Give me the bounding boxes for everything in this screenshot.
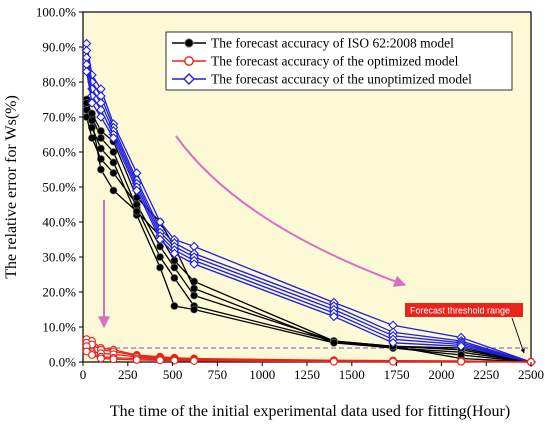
data-point-unoptimized bbox=[131, 185, 142, 196]
data-point-iso bbox=[109, 169, 118, 177]
data-point-iso bbox=[97, 127, 105, 135]
y-tick-label: 40.0% bbox=[42, 215, 76, 230]
data-point-optimized bbox=[329, 357, 338, 366]
y-axis-title: The relative error for Ws(%) bbox=[3, 95, 20, 279]
x-tick-label: 1250 bbox=[294, 367, 320, 382]
data-point-unoptimized bbox=[96, 112, 106, 122]
y-tick-label: 90.0% bbox=[42, 40, 76, 55]
data-point-iso bbox=[109, 186, 118, 195]
legend-item-unoptimized: The forecast accuracy of the unoptimized… bbox=[172, 72, 472, 87]
data-point-unoptimized bbox=[189, 259, 199, 269]
trend-arrow-curve bbox=[175, 135, 407, 287]
data-point-iso bbox=[190, 284, 199, 293]
data-point-iso bbox=[109, 148, 118, 156]
legend-item-iso: The forecast accuracy of ISO 62:2008 mod… bbox=[172, 36, 454, 51]
series-optimized bbox=[82, 335, 535, 366]
data-point-iso bbox=[109, 158, 118, 167]
data-point-iso bbox=[97, 165, 105, 174]
legend: The forecast accuracy of ISO 62:2008 mod… bbox=[165, 31, 513, 91]
data-point-iso bbox=[97, 134, 105, 142]
data-point-unoptimized bbox=[81, 66, 92, 77]
x-tick-label: 750 bbox=[208, 367, 228, 382]
data-point-unoptimized bbox=[456, 341, 466, 352]
data-point-unoptimized bbox=[329, 311, 339, 322]
x-axis: 0 250 500 750 1000 1250 1500 1750 2000 2250 2500 bbox=[80, 362, 544, 382]
x-axis-title: The time of the initial experimental dat… bbox=[110, 403, 510, 420]
series-layer bbox=[81, 38, 536, 367]
threshold-annotation-box bbox=[405, 303, 523, 317]
y-tick-label: 30.0% bbox=[42, 250, 76, 265]
data-point-optimized bbox=[190, 357, 199, 365]
data-point-unoptimized bbox=[155, 234, 165, 245]
legend-marker-optimized bbox=[184, 56, 194, 66]
x-tick-label: 500 bbox=[163, 367, 183, 382]
data-point-unoptimized bbox=[108, 133, 119, 143]
legend-label-optimized: The forecast accuracy of the optimized m… bbox=[211, 54, 459, 69]
y-tick-label: 50.0% bbox=[42, 180, 76, 195]
legend-label-unoptimized: The forecast accuracy of the unoptimized… bbox=[211, 72, 472, 87]
y-tick-label: 70.0% bbox=[42, 110, 76, 125]
legend-marker-unoptimized bbox=[183, 73, 195, 85]
series-iso bbox=[82, 95, 535, 366]
y-tick-label: 0.0% bbox=[49, 355, 76, 370]
data-point-iso bbox=[190, 305, 199, 314]
data-point-unoptimized bbox=[87, 98, 97, 108]
data-point-optimized bbox=[457, 357, 466, 366]
data-point-optimized bbox=[88, 351, 96, 359]
y-tick-label: 10.0% bbox=[42, 320, 76, 335]
legend-label-iso: The forecast accuracy of ISO 62:2008 mod… bbox=[211, 36, 454, 51]
data-point-iso bbox=[156, 263, 164, 272]
x-tick-label: 1000 bbox=[249, 367, 275, 382]
data-point-iso bbox=[156, 253, 164, 261]
x-tick-label: 250 bbox=[118, 367, 138, 382]
x-tick-label: 0 bbox=[80, 367, 87, 382]
threshold-annotation-arrow bbox=[511, 317, 525, 354]
data-point-optimized bbox=[170, 356, 179, 365]
y-tick-label: 80.0% bbox=[42, 75, 76, 90]
legend-box bbox=[165, 31, 513, 91]
data-point-optimized bbox=[82, 347, 91, 356]
data-point-iso bbox=[170, 263, 179, 272]
data-point-iso bbox=[88, 109, 96, 118]
x-tick-label: 2500 bbox=[518, 367, 544, 382]
legend-marker-iso bbox=[184, 38, 194, 48]
data-point-optimized bbox=[109, 355, 118, 364]
data-point-optimized bbox=[96, 354, 105, 363]
data-point-optimized bbox=[389, 357, 397, 366]
data-point-iso bbox=[329, 338, 338, 347]
series-line-iso bbox=[86, 109, 532, 363]
y-tick-label: 20.0% bbox=[42, 285, 76, 300]
x-tick-label: 2250 bbox=[473, 367, 499, 382]
data-point-optimized bbox=[132, 355, 141, 364]
y-tick-label: 60.0% bbox=[42, 145, 76, 160]
data-point-iso bbox=[132, 207, 141, 216]
data-point-iso bbox=[170, 274, 179, 282]
data-point-iso bbox=[170, 302, 179, 310]
data-point-iso bbox=[97, 144, 105, 153]
data-point-optimized bbox=[156, 356, 165, 365]
x-tick-label: 1750 bbox=[384, 367, 410, 382]
y-axis: 0.0% 10.0% 20.0% 30.0% 40.0% 50.0% 60.0% 70.0% 8… bbox=[36, 5, 83, 370]
data-point-iso bbox=[190, 291, 199, 300]
x-tick-label: 2000 bbox=[428, 367, 454, 382]
data-point-iso bbox=[132, 200, 141, 209]
data-point-unoptimized bbox=[169, 248, 180, 259]
legend-item-optimized: The forecast accuracy of the optimized m… bbox=[172, 54, 459, 69]
threshold-annotation: Forecast threshold range bbox=[405, 303, 525, 354]
y-tick-label: 100.0% bbox=[36, 5, 76, 20]
threshold-annotation-text: Forecast threshold range bbox=[410, 306, 510, 316]
data-point-unoptimized bbox=[388, 337, 398, 348]
x-tick-label: 1500 bbox=[339, 367, 365, 382]
